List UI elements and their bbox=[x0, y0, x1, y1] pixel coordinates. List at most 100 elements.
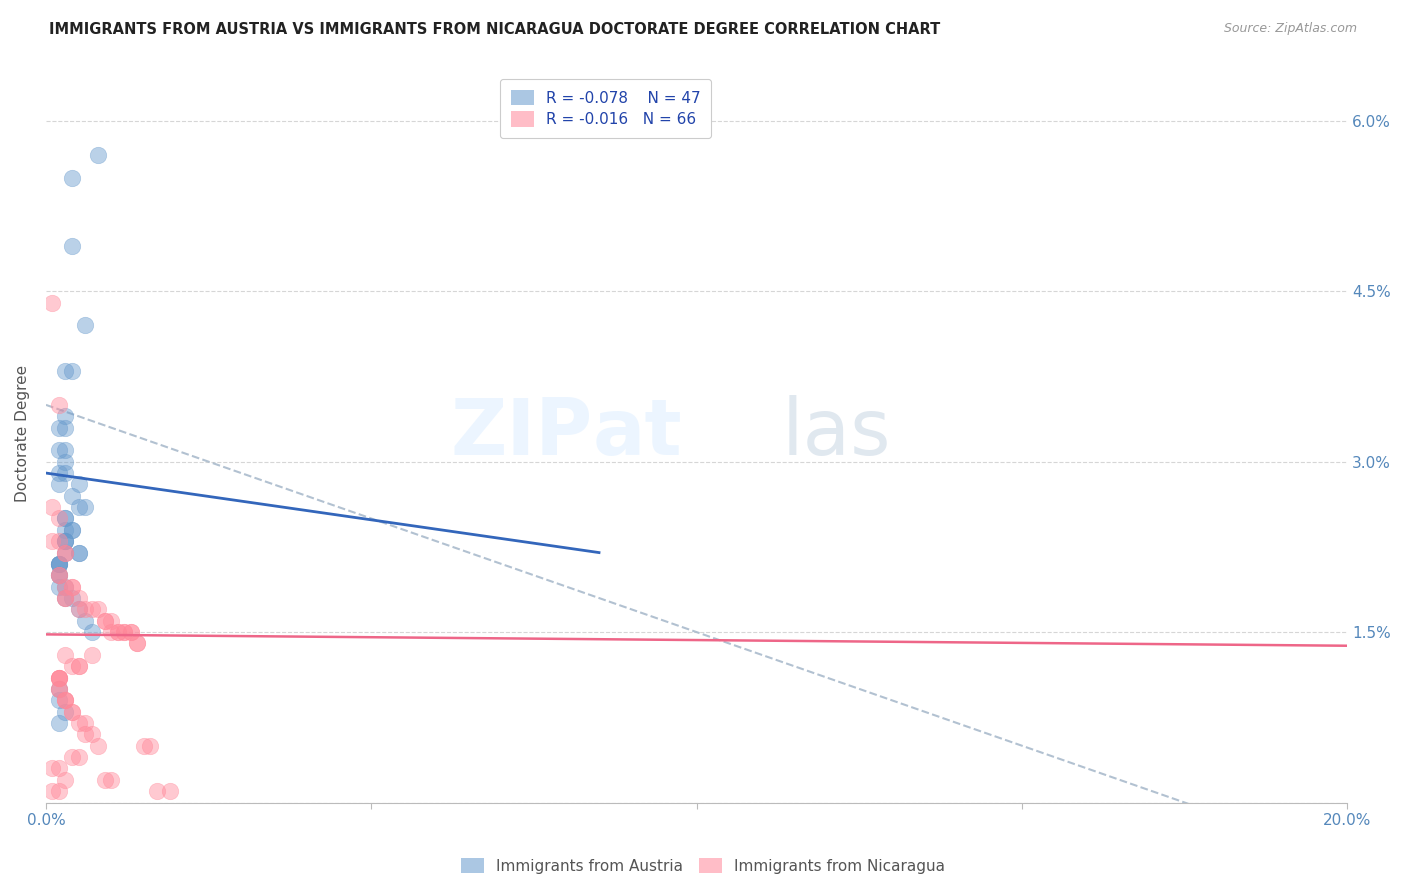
Point bbox=[48, 511, 70, 525]
Point bbox=[55, 534, 77, 549]
Point bbox=[67, 602, 90, 616]
Point bbox=[55, 455, 77, 469]
Point bbox=[55, 443, 77, 458]
Point bbox=[125, 636, 148, 650]
Text: IMMIGRANTS FROM AUSTRIA VS IMMIGRANTS FROM NICARAGUA DOCTORATE DEGREE CORRELATIO: IMMIGRANTS FROM AUSTRIA VS IMMIGRANTS FR… bbox=[49, 22, 941, 37]
Point bbox=[67, 545, 90, 559]
Point bbox=[55, 591, 77, 605]
Point bbox=[48, 784, 70, 798]
Point bbox=[48, 398, 70, 412]
Point bbox=[73, 614, 96, 628]
Point bbox=[100, 625, 122, 640]
Point bbox=[73, 727, 96, 741]
Point bbox=[48, 580, 70, 594]
Point bbox=[87, 602, 110, 616]
Text: ZIP: ZIP bbox=[450, 395, 592, 471]
Point bbox=[55, 591, 77, 605]
Point bbox=[55, 534, 77, 549]
Point bbox=[48, 534, 70, 549]
Point bbox=[125, 636, 148, 650]
Point bbox=[120, 625, 142, 640]
Point bbox=[48, 568, 70, 582]
Point bbox=[73, 602, 96, 616]
Point bbox=[120, 625, 142, 640]
Point bbox=[48, 557, 70, 571]
Point bbox=[107, 625, 129, 640]
Point bbox=[55, 580, 77, 594]
Point bbox=[55, 511, 77, 525]
Point bbox=[48, 443, 70, 458]
Point bbox=[73, 716, 96, 731]
Point bbox=[60, 523, 83, 537]
Point bbox=[48, 557, 70, 571]
Point bbox=[67, 477, 90, 491]
Point bbox=[55, 534, 77, 549]
Point bbox=[67, 500, 90, 515]
Point bbox=[60, 489, 83, 503]
Point bbox=[80, 625, 103, 640]
Point bbox=[60, 239, 83, 253]
Point bbox=[48, 681, 70, 696]
Point bbox=[67, 591, 90, 605]
Point bbox=[60, 750, 83, 764]
Point bbox=[100, 614, 122, 628]
Point bbox=[48, 420, 70, 434]
Point bbox=[55, 409, 77, 424]
Point bbox=[60, 705, 83, 719]
Point bbox=[48, 671, 70, 685]
Point bbox=[100, 772, 122, 787]
Point bbox=[67, 750, 90, 764]
Point bbox=[48, 557, 70, 571]
Point bbox=[55, 420, 77, 434]
Point bbox=[48, 761, 70, 775]
Point bbox=[60, 580, 83, 594]
Point bbox=[67, 602, 90, 616]
Point bbox=[55, 693, 77, 707]
Point bbox=[48, 557, 70, 571]
Point bbox=[67, 545, 90, 559]
Point bbox=[73, 318, 96, 333]
Point bbox=[112, 625, 135, 640]
Point bbox=[67, 659, 90, 673]
Point bbox=[48, 568, 70, 582]
Point bbox=[145, 784, 167, 798]
Point bbox=[159, 784, 181, 798]
Point bbox=[41, 500, 63, 515]
Point bbox=[60, 580, 83, 594]
Point bbox=[67, 659, 90, 673]
Text: at: at bbox=[592, 395, 682, 471]
Y-axis label: Doctorate Degree: Doctorate Degree bbox=[15, 365, 30, 502]
Point bbox=[48, 671, 70, 685]
Point bbox=[112, 625, 135, 640]
Point bbox=[41, 761, 63, 775]
Point bbox=[48, 671, 70, 685]
Point bbox=[55, 523, 77, 537]
Point bbox=[48, 716, 70, 731]
Point bbox=[41, 784, 63, 798]
Point bbox=[48, 568, 70, 582]
Point bbox=[55, 648, 77, 662]
Point bbox=[55, 693, 77, 707]
Point bbox=[80, 648, 103, 662]
Point bbox=[80, 602, 103, 616]
Text: Source: ZipAtlas.com: Source: ZipAtlas.com bbox=[1223, 22, 1357, 36]
Point bbox=[41, 534, 63, 549]
Point bbox=[55, 511, 77, 525]
Point bbox=[48, 681, 70, 696]
Point bbox=[55, 364, 77, 378]
Point bbox=[87, 148, 110, 162]
Point bbox=[55, 705, 77, 719]
Point bbox=[80, 727, 103, 741]
Point bbox=[93, 614, 115, 628]
Point bbox=[55, 591, 77, 605]
Point bbox=[55, 466, 77, 480]
Point bbox=[55, 580, 77, 594]
Point bbox=[60, 591, 83, 605]
Legend: Immigrants from Austria, Immigrants from Nicaragua: Immigrants from Austria, Immigrants from… bbox=[456, 852, 950, 880]
Point bbox=[60, 523, 83, 537]
Point bbox=[55, 545, 77, 559]
Point bbox=[48, 671, 70, 685]
Point bbox=[139, 739, 162, 753]
Point bbox=[48, 681, 70, 696]
Legend: R = -0.078    N = 47, R = -0.016   N = 66: R = -0.078 N = 47, R = -0.016 N = 66 bbox=[501, 79, 711, 137]
